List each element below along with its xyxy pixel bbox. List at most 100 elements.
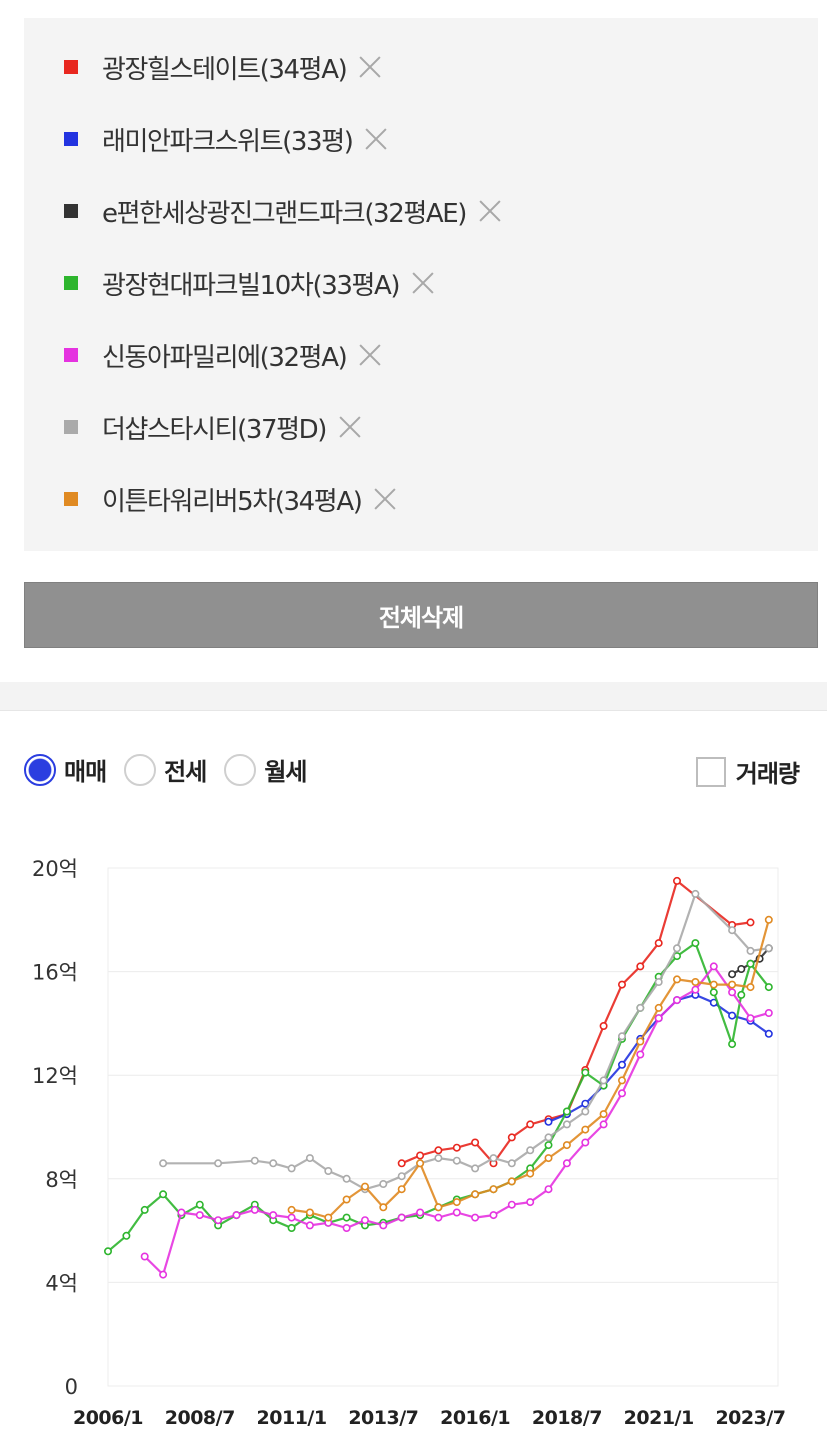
data-point	[269, 1211, 278, 1220]
data-point	[177, 1208, 186, 1217]
volume-label[interactable]: 거래량	[735, 760, 800, 788]
data-point	[489, 1185, 498, 1194]
radio-monthly-circle[interactable]	[224, 753, 257, 786]
data-point	[746, 1014, 755, 1023]
data-point	[471, 1164, 480, 1173]
data-point	[287, 1223, 296, 1232]
data-point	[434, 1146, 443, 1155]
data-point	[342, 1223, 351, 1232]
data-point	[416, 1208, 425, 1217]
legend-swatch	[64, 276, 78, 290]
legend-swatch	[64, 492, 78, 506]
data-point	[122, 1231, 131, 1240]
remove-icon[interactable]	[364, 127, 388, 151]
data-point	[709, 988, 718, 997]
section-divider	[0, 682, 827, 711]
x-tick-label: 2013/7	[348, 1407, 418, 1429]
data-point	[562, 1141, 571, 1150]
compare-list-panel: 광장힐스테이트(34평A) 래미안파크스위트(33평) e편한세상광진그랜드파크(3…	[24, 18, 818, 551]
data-point	[489, 1211, 498, 1220]
series-line	[143, 965, 770, 1276]
data-point	[140, 1205, 149, 1214]
data-point	[526, 1198, 535, 1207]
x-tick-label: 2006/1	[73, 1407, 143, 1429]
data-point	[617, 1089, 626, 1098]
legend-item: 광장현대파크빌10차(33평A)	[64, 265, 435, 301]
data-point	[764, 1009, 773, 1018]
data-point	[672, 876, 681, 885]
data-point	[452, 1208, 461, 1217]
data-point	[507, 1159, 516, 1168]
data-point	[104, 1247, 113, 1256]
y-tick-label: 0	[65, 1375, 78, 1399]
data-point	[672, 996, 681, 1005]
data-point	[562, 1120, 571, 1129]
data-point	[764, 1029, 773, 1038]
data-point	[581, 1138, 590, 1147]
data-point	[544, 1133, 553, 1142]
data-point	[728, 980, 737, 989]
data-point	[434, 1203, 443, 1212]
legend-swatch	[64, 420, 78, 434]
remove-icon[interactable]	[373, 487, 397, 511]
data-point	[691, 889, 700, 898]
delete-all-button[interactable]: 전체삭제	[24, 582, 818, 648]
data-point	[728, 988, 737, 997]
data-point	[691, 939, 700, 948]
data-point	[379, 1179, 388, 1188]
remove-icon[interactable]	[358, 343, 382, 367]
data-point	[452, 1198, 461, 1207]
data-point	[305, 1154, 314, 1163]
y-tick-label: 20억	[32, 857, 78, 881]
legend-item: 래미안파크스위트(33평)	[64, 121, 388, 157]
radio-jeonse-label[interactable]: 전세	[164, 758, 207, 786]
remove-icon[interactable]	[338, 415, 362, 439]
radio-jeonse[interactable]: 전세	[124, 752, 207, 787]
legend-swatch	[64, 132, 78, 146]
data-point	[544, 1154, 553, 1163]
trade-type-radio-group: 매매 전세 월세	[24, 752, 325, 787]
data-point	[397, 1213, 406, 1222]
data-point	[159, 1190, 168, 1199]
radio-sale-label[interactable]: 매매	[64, 758, 107, 786]
data-point	[636, 962, 645, 971]
data-point	[617, 1076, 626, 1085]
data-point	[746, 918, 755, 927]
remove-icon[interactable]	[411, 271, 435, 295]
remove-icon[interactable]	[478, 199, 502, 223]
data-point	[379, 1203, 388, 1212]
data-point	[728, 1040, 737, 1049]
y-tick-label: 8억	[45, 1168, 78, 1192]
data-point	[250, 1156, 259, 1165]
data-point	[691, 978, 700, 987]
x-tick-label: 2021/1	[624, 1407, 694, 1429]
y-tick-label: 16억	[32, 961, 78, 985]
data-point	[489, 1154, 498, 1163]
radio-sale-circle[interactable]	[24, 753, 56, 786]
data-point	[195, 1200, 204, 1209]
radio-monthly-label[interactable]: 월세	[264, 758, 307, 786]
data-point	[287, 1164, 296, 1173]
remove-icon[interactable]	[358, 55, 382, 79]
legend-label: 신동아파밀리에(32평A)	[102, 342, 348, 373]
legend-label: 더샵스타시티(37평D)	[102, 414, 327, 445]
data-point	[691, 985, 700, 994]
data-point	[324, 1166, 333, 1175]
volume-toggle[interactable]: 거래량	[695, 754, 800, 789]
data-point	[764, 915, 773, 924]
data-point	[636, 1003, 645, 1012]
radio-monthly[interactable]: 월세	[224, 752, 308, 787]
data-point	[636, 1037, 645, 1046]
data-point	[526, 1169, 535, 1178]
x-tick-label: 2011/1	[257, 1407, 327, 1429]
radio-sale[interactable]: 매매	[24, 752, 107, 787]
data-point	[746, 959, 755, 968]
legend-item: 이튼타워리버5차(34평A)	[64, 481, 397, 517]
data-point	[324, 1213, 333, 1222]
volume-checkbox[interactable]	[695, 756, 726, 787]
data-point	[305, 1208, 314, 1217]
data-point	[728, 1011, 737, 1020]
radio-jeonse-circle[interactable]	[124, 753, 157, 786]
data-point	[737, 965, 746, 974]
price-line-chart: 0 4억 8억 12억 16억 20억 2006/1 2008/7 2011/1 2013/7 20…	[32, 857, 786, 1429]
